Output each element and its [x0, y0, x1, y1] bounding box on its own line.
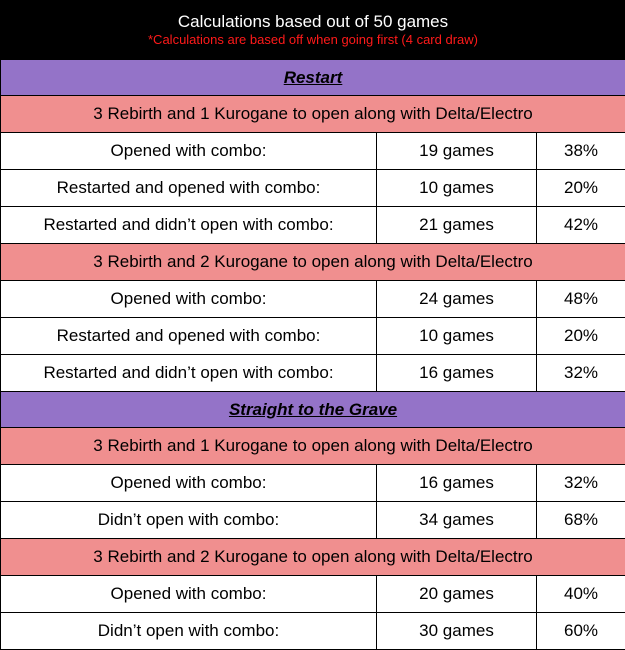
row-label: Restarted and opened with combo:: [0, 169, 377, 207]
row-games: 24 games: [376, 280, 537, 318]
table-row: Opened with combo: 24 games 48%: [0, 280, 625, 318]
row-percent: 20%: [535, 317, 625, 355]
scenario-row: 3 Rebirth and 1 Kurogane to open along w…: [0, 427, 625, 465]
table-row: Opened with combo: 16 games 32%: [0, 464, 625, 502]
table-title: Calculations based out of 50 games: [177, 12, 449, 31]
section-row-straight-to-grave: Straight to the Grave: [0, 391, 625, 428]
row-percent: 68%: [535, 501, 625, 539]
row-label: Opened with combo:: [0, 575, 377, 613]
row-percent: 32%: [535, 464, 625, 502]
row-percent: 38%: [535, 132, 625, 170]
table-row: Didn’t open with combo: 30 games 60%: [0, 612, 625, 650]
row-games: 20 games: [376, 575, 537, 613]
scenario-row: 3 Rebirth and 2 Kurogane to open along w…: [0, 538, 625, 576]
row-percent: 20%: [535, 169, 625, 207]
row-label: Restarted and opened with combo:: [0, 317, 377, 355]
row-games: 34 games: [376, 501, 537, 539]
table-row: Didn’t open with combo: 34 games 68%: [0, 501, 625, 539]
row-games: 10 games: [376, 317, 537, 355]
row-label: Didn’t open with combo:: [0, 612, 377, 650]
header-row: Calculations based out of 50 games *Calc…: [0, 0, 625, 60]
row-label: Opened with combo:: [0, 464, 377, 502]
section-title: Restart: [0, 59, 625, 96]
table-row: Restarted and opened with combo: 10 game…: [0, 169, 625, 207]
row-games: 10 games: [376, 169, 537, 207]
scenario-title: 3 Rebirth and 1 Kurogane to open along w…: [0, 427, 625, 465]
row-label: Restarted and didn’t open with combo:: [0, 206, 377, 244]
row-label: Opened with combo:: [0, 280, 377, 318]
row-percent: 42%: [535, 206, 625, 244]
row-label: Opened with combo:: [0, 132, 377, 170]
section-row-restart: Restart: [0, 59, 625, 96]
row-percent: 32%: [535, 354, 625, 392]
row-games: 30 games: [376, 612, 537, 650]
table-row: Restarted and opened with combo: 10 game…: [0, 317, 625, 355]
scenario-title: 3 Rebirth and 1 Kurogane to open along w…: [0, 95, 625, 133]
row-games: 16 games: [376, 354, 537, 392]
table-row: Restarted and didn’t open with combo: 21…: [0, 206, 625, 244]
row-games: 21 games: [376, 206, 537, 244]
row-label: Didn’t open with combo:: [0, 501, 377, 539]
row-label: Restarted and didn’t open with combo:: [0, 354, 377, 392]
header-cell: Calculations based out of 50 games *Calc…: [0, 0, 625, 60]
row-games: 19 games: [376, 132, 537, 170]
scenario-row: 3 Rebirth and 2 Kurogane to open along w…: [0, 243, 625, 281]
row-percent: 60%: [535, 612, 625, 650]
scenario-title: 3 Rebirth and 2 Kurogane to open along w…: [0, 243, 625, 281]
scenario-title: 3 Rebirth and 2 Kurogane to open along w…: [0, 538, 625, 576]
row-percent: 40%: [535, 575, 625, 613]
row-games: 16 games: [376, 464, 537, 502]
row-percent: 48%: [535, 280, 625, 318]
table-row: Restarted and didn’t open with combo: 16…: [0, 354, 625, 392]
section-title: Straight to the Grave: [0, 391, 625, 428]
table-row: Opened with combo: 19 games 38%: [0, 132, 625, 170]
table-note: *Calculations are based off when going f…: [148, 32, 478, 47]
scenario-row: 3 Rebirth and 1 Kurogane to open along w…: [0, 95, 625, 133]
table-row: Opened with combo: 20 games 40%: [0, 575, 625, 613]
